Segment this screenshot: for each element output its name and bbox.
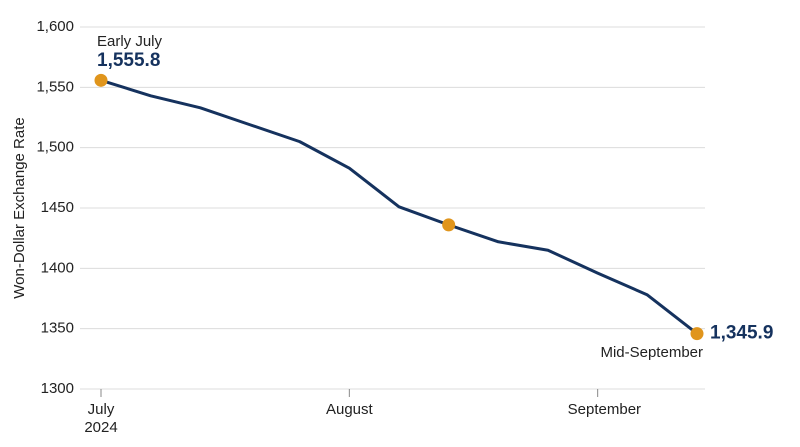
- line: [100, 78, 698, 335]
- y-tick-label: 1,500: [36, 139, 74, 156]
- x-tick-label: July 2024: [84, 401, 118, 436]
- annotation: Early July: [97, 33, 163, 50]
- marker: [94, 73, 108, 87]
- y-axis-label: Won-Dollar Exchange Rate: [11, 117, 28, 298]
- y-tick-label: 1350: [41, 320, 74, 337]
- marker: [690, 327, 704, 341]
- y-tick-label: 1,600: [36, 18, 74, 35]
- value-label: 1,345.9: [710, 323, 773, 344]
- y-tick-label: 1450: [41, 199, 74, 216]
- y-tick-label: 1400: [41, 259, 74, 276]
- annotation: Mid-September: [600, 344, 703, 361]
- x-tick-label: August: [325, 401, 373, 418]
- x-tick-label: September: [567, 401, 642, 418]
- marker: [442, 218, 456, 232]
- y-tick-label: 1,550: [36, 78, 74, 95]
- y-tick-label: 1300: [41, 380, 74, 397]
- value-label: 1,555.8: [97, 50, 160, 71]
